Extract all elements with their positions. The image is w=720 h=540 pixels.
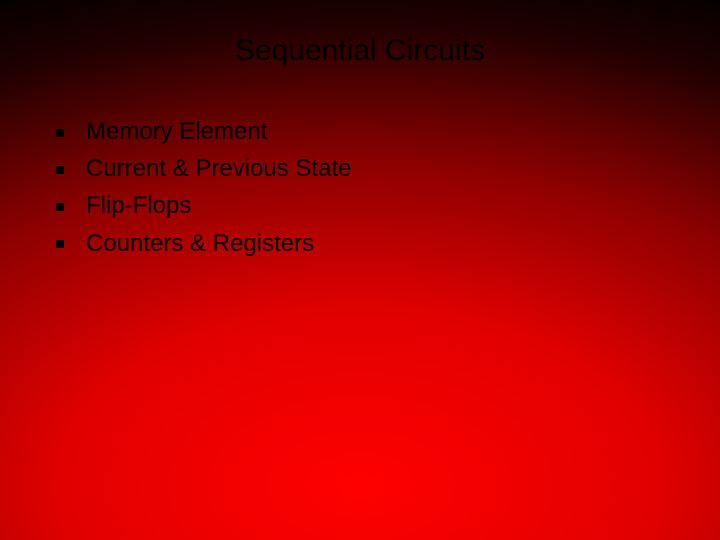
- list-item: Current & Previous State: [56, 153, 680, 184]
- list-item: Flip-Flops: [56, 190, 680, 221]
- square-bullet-icon: [56, 129, 64, 137]
- square-bullet-icon: [56, 166, 64, 174]
- slide-container: Sequential Circuits Memory Element Curre…: [0, 0, 720, 540]
- bullet-text: Flip-Flops: [86, 190, 191, 221]
- slide-title: Sequential Circuits: [40, 34, 680, 68]
- square-bullet-icon: [56, 203, 64, 211]
- list-item: Memory Element: [56, 116, 680, 147]
- bullet-text: Current & Previous State: [86, 153, 351, 184]
- bullet-list: Memory Element Current & Previous State …: [40, 116, 680, 259]
- list-item: Counters & Registers: [56, 228, 680, 259]
- bullet-text: Counters & Registers: [86, 228, 314, 259]
- bullet-text: Memory Element: [86, 116, 267, 147]
- square-bullet-icon: [56, 240, 64, 248]
